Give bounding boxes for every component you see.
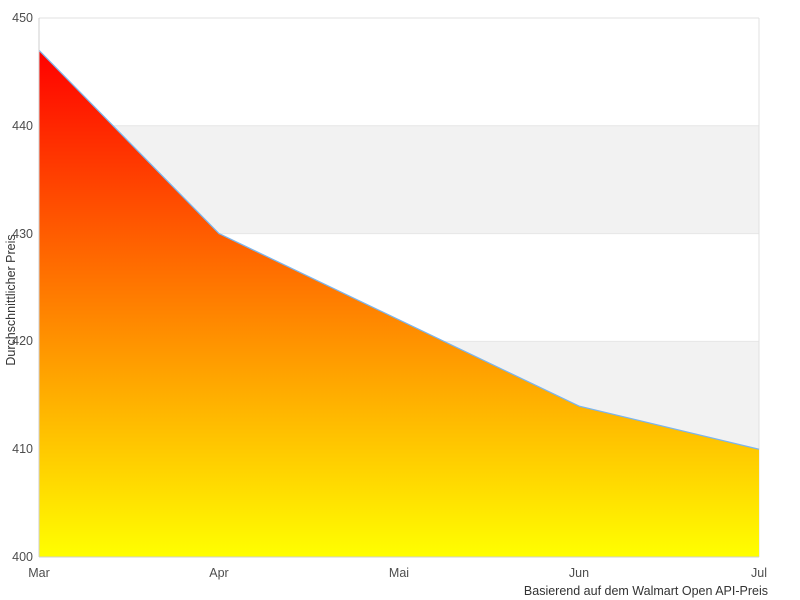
y-tick-label: 420 (12, 334, 33, 349)
x-tick-label: Jun (568, 566, 590, 580)
x-tick-label: Apr (209, 566, 229, 580)
x-tick-label: Mar (28, 566, 50, 580)
x-tick-label: Mai (388, 566, 410, 580)
y-tick-label: 410 (12, 442, 33, 457)
y-tick-label: 430 (12, 226, 33, 241)
y-axis-title: Durchschnittlicher Preis (4, 234, 18, 366)
y-tick-label: 440 (12, 118, 33, 133)
x-tick-label: Jul (751, 566, 767, 580)
area-fill (39, 50, 759, 558)
y-tick-label: 450 (12, 11, 33, 25)
y-tick-label: 400 (12, 550, 33, 564)
series-line (38, 49, 760, 450)
chart-caption: Basierend auf dem Walmart Open API-Preis (523, 584, 768, 598)
